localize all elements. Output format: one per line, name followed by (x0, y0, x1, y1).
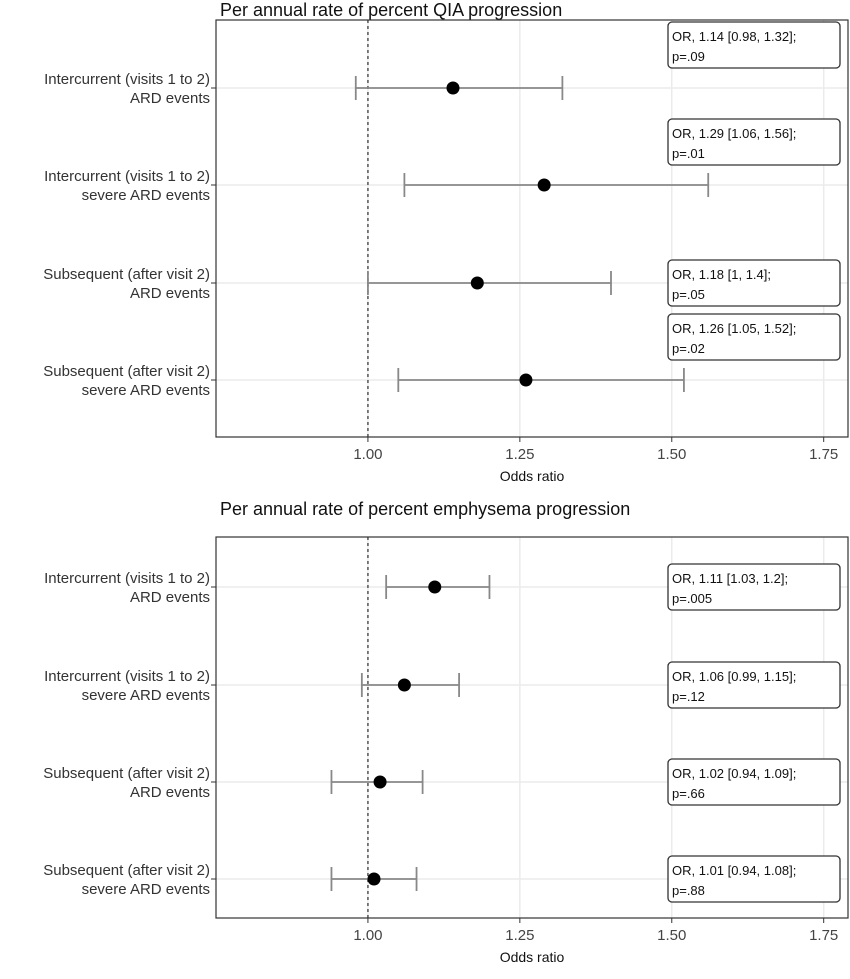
annotation-box (667, 118, 841, 166)
row-label-line1: Intercurrent (visits 1 to 2) (44, 668, 210, 685)
panel-title: Per annual rate of percent QIA progressi… (220, 0, 562, 20)
row-label-line1: Subsequent (after visit 2) (43, 266, 210, 283)
row-label-line2: ARD events (130, 90, 210, 107)
row-label-line1: Intercurrent (visits 1 to 2) (44, 570, 210, 587)
x-tick-label: 1.50 (657, 446, 686, 463)
x-axis-label: Odds ratio (500, 468, 565, 484)
annotation-or: OR, 1.14 [0.98, 1.32]; (672, 29, 796, 44)
annotation-or: OR, 1.06 [0.99, 1.15]; (672, 669, 796, 684)
row-label-line1: Subsequent (after visit 2) (43, 862, 210, 879)
plot-frame (215, 19, 849, 438)
annotation-or: OR, 1.11 [1.03, 1.2]; (672, 571, 788, 586)
annotation-box (667, 855, 841, 903)
forest-row: Intercurrent (visits 1 to 2) severe ARD e… (44, 118, 841, 204)
odds-ratio-point (446, 81, 460, 95)
x-tick-label: 1.00 (353, 927, 382, 944)
x-tick-label: 1.75 (809, 446, 838, 463)
odds-ratio-point (537, 178, 551, 192)
annotation-p: p=.88 (672, 883, 705, 898)
x-tick-label: 1.25 (505, 446, 534, 463)
annotation-p: p=.05 (672, 287, 705, 302)
annotation-or: OR, 1.26 [1.05, 1.52]; (672, 321, 796, 336)
annotation-box (667, 313, 841, 361)
row-label-line2: ARD events (130, 285, 210, 302)
row-label-line2: severe ARD events (82, 187, 210, 204)
odds-ratio-point (428, 580, 442, 594)
forest-row: Intercurrent (visits 1 to 2) ARD events OR… (44, 563, 841, 611)
plot-background (216, 20, 848, 437)
row-label-line2: severe ARD events (82, 382, 210, 399)
forest-row: Subsequent (after visit 2) severe ARD eve… (43, 855, 841, 903)
x-tick-label: 1.75 (809, 927, 838, 944)
row-label-line2: severe ARD events (82, 881, 210, 898)
forest-row: Subsequent (after visit 2) severe ARD eve… (43, 313, 841, 399)
annotation-box (667, 661, 841, 709)
row-label-line1: Subsequent (after visit 2) (43, 765, 210, 782)
x-tick-label: 1.00 (353, 446, 382, 463)
annotation-p: p=.66 (672, 786, 705, 801)
annotation-p: p=.01 (672, 146, 705, 161)
annotation-or: OR, 1.02 [0.94, 1.09]; (672, 766, 796, 781)
forest-row: Subsequent (after visit 2) ARD events OR, … (43, 758, 841, 806)
odds-ratio-point (397, 678, 411, 692)
row-label-line2: severe ARD events (82, 687, 210, 704)
annotation-or: OR, 1.18 [1, 1.4]; (672, 267, 771, 282)
x-tick-label: 1.25 (505, 927, 534, 944)
x-tick-label: 1.50 (657, 927, 686, 944)
annotation-box (667, 259, 841, 307)
annotation-p: p=.005 (672, 591, 712, 606)
forest-panel-2: Per annual rate of percent emphysema pro… (43, 499, 849, 965)
forest-row: Intercurrent (visits 1 to 2) severe ARD e… (44, 661, 841, 709)
row-label-line1: Intercurrent (visits 1 to 2) (44, 71, 210, 88)
x-axis-label: Odds ratio (500, 949, 565, 965)
annotation-p: p=.09 (672, 49, 705, 64)
annotation-box (667, 758, 841, 806)
row-label-line2: ARD events (130, 589, 210, 606)
panel-title: Per annual rate of percent emphysema pro… (220, 499, 630, 519)
annotation-or: OR, 1.29 [1.06, 1.56]; (672, 126, 796, 141)
annotation-box (667, 21, 841, 69)
row-label-line1: Intercurrent (visits 1 to 2) (44, 168, 210, 185)
plot-frame (215, 536, 849, 919)
forest-panel-1: Per annual rate of percent QIA progressi… (43, 0, 849, 484)
odds-ratio-point (373, 775, 387, 789)
odds-ratio-point (367, 872, 381, 886)
odds-ratio-point (470, 276, 484, 290)
forest-row: Subsequent (after visit 2) ARD events OR, … (43, 259, 841, 307)
row-label-line2: ARD events (130, 784, 210, 801)
forest-row: Intercurrent (visits 1 to 2) ARD events OR… (44, 21, 841, 107)
annotation-box (667, 563, 841, 611)
annotation-p: p=.02 (672, 341, 705, 356)
row-label-line1: Subsequent (after visit 2) (43, 363, 210, 380)
odds-ratio-point (519, 373, 533, 387)
annotation-p: p=.12 (672, 689, 705, 704)
annotation-or: OR, 1.01 [0.94, 1.08]; (672, 863, 796, 878)
